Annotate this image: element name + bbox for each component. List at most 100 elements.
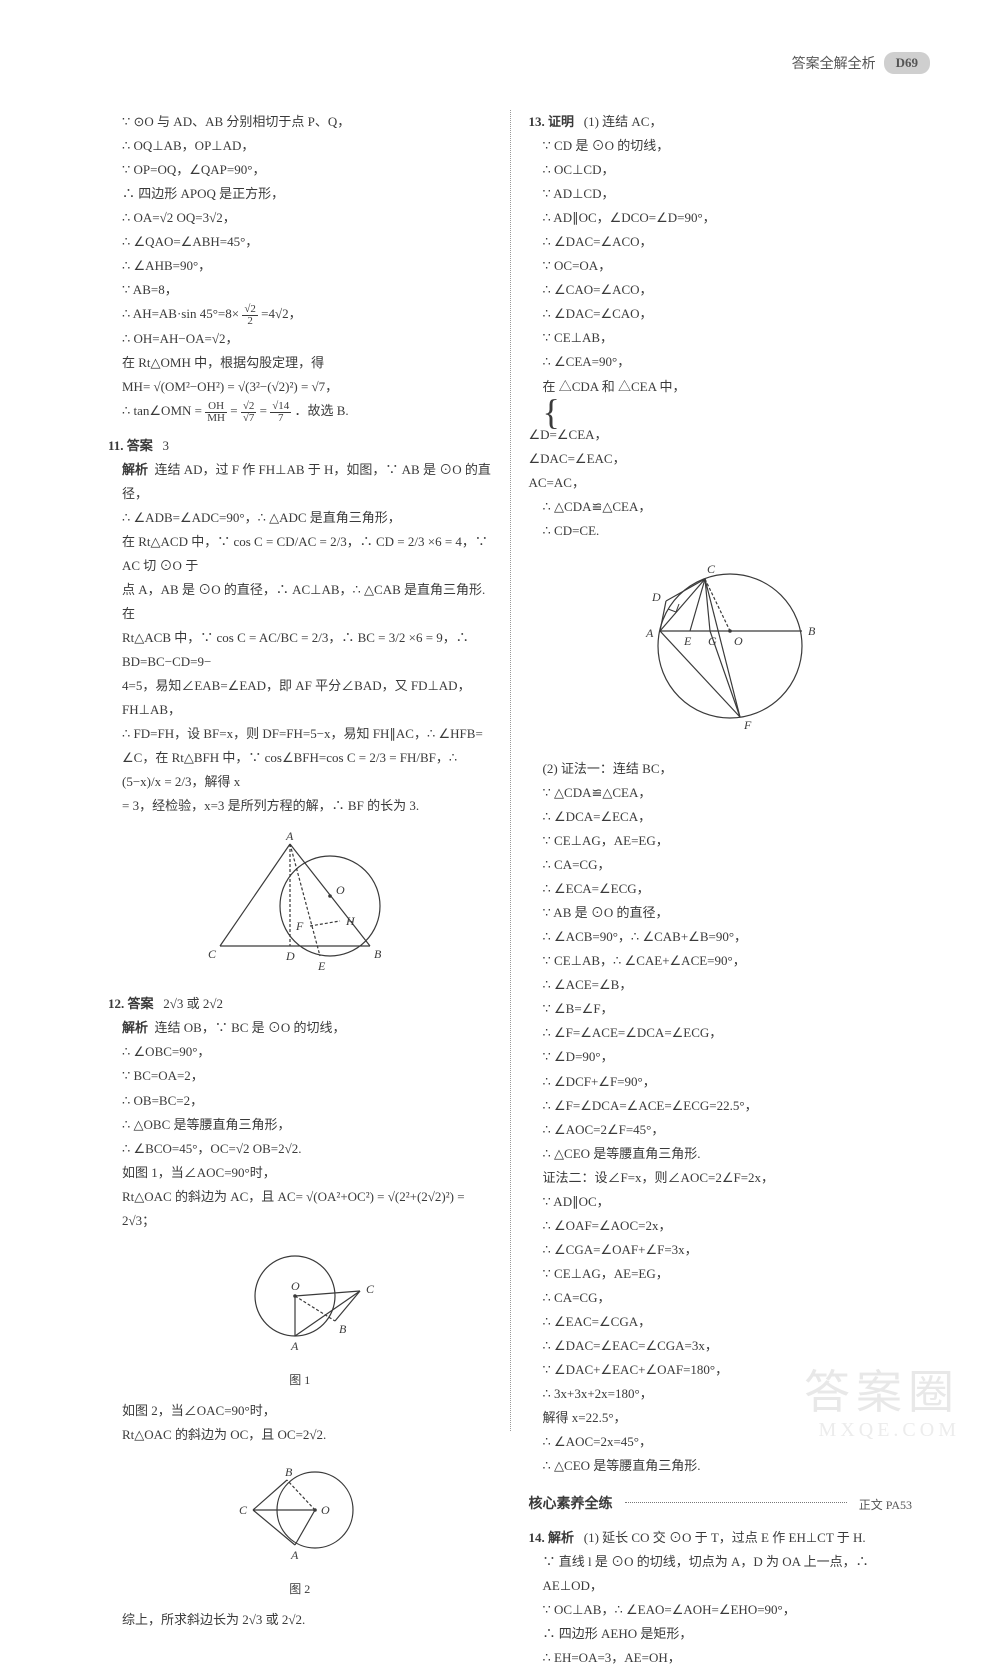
figure-q12-1: OABC 图 1 — [108, 1241, 492, 1391]
proof-part2: (2) 证法一：连结 BC， — [529, 757, 913, 781]
figure-q13: ABCDEGOF — [529, 551, 913, 749]
math-line: ∴ ∠EAC=∠CGA， — [529, 1310, 913, 1334]
explanation-label: 解析 连结 AD，过 F 作 FH⊥AB 于 H，如图，∵ AB 是 ⊙O 的直… — [108, 458, 492, 506]
svg-text:F: F — [743, 718, 752, 732]
math-line: ∠C，在 Rt△BFH 中，∵ cos∠BFH=cos C = 2/3 = FH… — [108, 746, 492, 794]
svg-text:C: C — [707, 562, 716, 576]
svg-text:E: E — [683, 634, 692, 648]
svg-text:D: D — [651, 590, 661, 604]
math-line: ∴ ∠CAO=∠ACO， — [529, 278, 913, 302]
content-columns: ∵ ⊙O 与 AD、AB 分别相切于点 P、Q，∴ OQ⊥AB，OP⊥AD，∵ … — [90, 110, 930, 1431]
math-line: ∵ CE⊥AG，AE=EG， — [529, 829, 913, 853]
math-line: ∴ ∠F=∠ACE=∠DCA=∠ECG， — [529, 1021, 913, 1045]
question-14: 14. 解析 (1) 延长 CO 交 ⊙O 于 T，过点 E 作 EH⊥CT 于… — [529, 1526, 913, 1550]
math-line: ∴ 3x+3x+2x=180°， — [529, 1382, 913, 1406]
math-line: ∴ 四边形 AEHO 是矩形， — [529, 1622, 913, 1646]
math-line: ∵ AD⊥CD， — [529, 182, 913, 206]
dotted-leader — [625, 1502, 847, 1503]
math-line: 在 Rt△ACD 中，∵ cos C = CD/AC = 2/3，∴ CD = … — [108, 530, 492, 578]
math-line: ∵ CE⊥AB，∴ ∠CAE+∠ACE=90°， — [529, 949, 913, 973]
svg-text:B: B — [339, 1322, 347, 1336]
svg-text:A: A — [290, 1339, 299, 1353]
page-header: 答案全解全析 D69 — [792, 52, 930, 74]
math-line: 在 △CDA 和 △CEA 中， — [529, 375, 913, 399]
question-12: 12. 答案 2√3 或 2√2 — [108, 992, 492, 1016]
math-line: ∵ OP=OQ，∠QAP=90°， — [108, 158, 492, 182]
math-line: Rt△OAC 的斜边为 OC，且 OC=2√2. — [108, 1423, 492, 1447]
math-line: ∴ ∠OAF=∠AOC=2x， — [529, 1214, 913, 1238]
math-line: ∴ AD∥OC，∠DCO=∠D=90°， — [529, 206, 913, 230]
svg-text:O: O — [336, 883, 345, 897]
svg-text:B: B — [374, 947, 382, 961]
math-line: ∴ ∠BCO=45°，OC=√2 OB=2√2. — [108, 1137, 492, 1161]
math-line: ∵ AD∥OC， — [529, 1190, 913, 1214]
math-line: ∴ OC⊥CD， — [529, 158, 913, 182]
svg-text:C: C — [239, 1503, 248, 1517]
math-line: ∴ OB=BC=2， — [108, 1089, 492, 1113]
math-line: ∴ ∠DAC=∠ACO， — [529, 230, 913, 254]
math-line: ∴ EH=OA=3，AE=OH， — [529, 1646, 913, 1670]
math-line: ∴ ∠AHB=90°， — [108, 254, 492, 278]
math-line: 4=5，易知∠EAB=∠EAD，即 AF 平分∠BAD，又 FD⊥AD，FH⊥A… — [108, 674, 492, 722]
question-11: 11. 答案 3 — [108, 434, 492, 458]
math-line: 点 A，AB 是 ⊙O 的直径，∴ AC⊥AB，∴ △CAB 是直角三角形. 在 — [108, 578, 492, 626]
math-line: ∴ △OBC 是等腰直角三角形， — [108, 1113, 492, 1137]
math-line: ∴ ∠CEA=90°， — [529, 350, 913, 374]
math-line: ∵ ∠B=∠F， — [529, 997, 913, 1021]
math-line: ∵ 直线 l 是 ⊙O 的切线，切点为 A，D 为 OA 上一点，∴ AE⊥OD… — [529, 1550, 913, 1598]
math-line: ∴ △CEO 是等腰直角三角形. — [529, 1142, 913, 1166]
math-line: ∵ ⊙O 与 AD、AB 分别相切于点 P、Q， — [108, 110, 492, 134]
math-line: ∵ CE⊥AG，AE=EG， — [529, 1262, 913, 1286]
math-line: = 3，经检验，x=3 是所列方程的解，∴ BF 的长为 3. — [108, 794, 492, 818]
math-line: ∴ ∠ECA=∠ECG， — [529, 877, 913, 901]
math-line: ∴ ∠AOC=2x=45°， — [529, 1430, 913, 1454]
fraction: √2√7 — [241, 401, 257, 424]
math-line: ∴ AH=AB·sin 45°=8× √22 =4√2， — [108, 302, 492, 327]
math-line: ∵ CE⊥AB， — [529, 326, 913, 350]
fraction: OHMH — [205, 401, 227, 424]
math-line: ∵ ∠DAC+∠EAC+∠OAF=180°， — [529, 1358, 913, 1382]
math-line: ∴ CA=CG， — [529, 1286, 913, 1310]
math-line: ∴ ∠ACB=90°，∴ ∠CAB+∠B=90°， — [529, 925, 913, 949]
svg-text:C: C — [366, 1282, 375, 1296]
svg-text:O: O — [734, 634, 743, 648]
math-line: ∴ ∠DAC=∠CAO， — [529, 302, 913, 326]
math-line: 证法二：设∠F=x，则∠AOC=2∠F=2x， — [529, 1166, 913, 1190]
math-line: ∴ ∠F=∠DCA=∠ACE=∠ECG=22.5°， — [529, 1094, 913, 1118]
math-line: ∵ CD 是 ⊙O 的切线， — [529, 134, 913, 158]
svg-text:A: A — [290, 1548, 299, 1562]
header-title: 答案全解全析 — [792, 53, 876, 73]
math-line: ∴ ∠ACE=∠B， — [529, 973, 913, 997]
math-line: ∵ ∠D=90°， — [529, 1045, 913, 1069]
svg-text:A: A — [285, 829, 294, 843]
math-line: ∵ BC=OA=2， — [108, 1064, 492, 1088]
section-header: 核心素养全练 正文 PA53 — [529, 1492, 913, 1518]
left-column: ∵ ⊙O 与 AD、AB 分别相切于点 P、Q，∴ OQ⊥AB，OP⊥AD，∵ … — [90, 110, 511, 1431]
math-line: 在 Rt△OMH 中，根据勾股定理，得 — [108, 351, 492, 375]
math-line: 如图 2，当∠OAC=90°时， — [108, 1399, 492, 1423]
math-line: ∵ AB 是 ⊙O 的直径， — [529, 901, 913, 925]
page-number-badge: D69 — [884, 52, 930, 74]
fraction: √147 — [270, 401, 291, 424]
math-line: ∴ 四边形 APOQ 是正方形， — [108, 182, 492, 206]
svg-text:C: C — [208, 947, 217, 961]
svg-text:O: O — [321, 1503, 330, 1517]
fraction: √22 — [242, 304, 258, 327]
math-line: ∴ ∠ADB=∠ADC=90°，∴ △ADC 是直角三角形， — [108, 506, 492, 530]
math-line: Rt△ACB 中，∵ cos C = AC/BC = 2/3，∴ BC = 3/… — [108, 626, 492, 674]
math-line: ∴ FD=FH，设 BF=x，则 DF=FH=5−x，易知 FH∥AC，∴ ∠H… — [108, 722, 492, 746]
math-line: Rt△OAC 的斜边为 AC，且 AC= √(OA²+OC²) = √(2²+(… — [108, 1185, 492, 1233]
right-column: 13. 证明 (1) 连结 AC， ∵ CD 是 ⊙O 的切线，∴ OC⊥CD，… — [511, 110, 931, 1431]
math-line: ∴ OQ⊥AB，OP⊥AD， — [108, 134, 492, 158]
math-line: 解得 x=22.5°， — [529, 1406, 913, 1430]
math-line: ∵ △CDA≌△CEA， — [529, 781, 913, 805]
math-line: ∴ CD=CE. — [529, 519, 913, 543]
math-line: ∵ OC=OA， — [529, 254, 913, 278]
svg-text:A: A — [645, 626, 654, 640]
svg-text:O: O — [291, 1279, 300, 1293]
math-line: MH= √(OM²−OH²) = √(3²−(√2)²) = √7， — [108, 375, 492, 399]
math-line: ∴ OA=√2 OQ=3√2， — [108, 206, 492, 230]
svg-text:E: E — [317, 959, 326, 973]
equation-system: { — [529, 399, 913, 423]
math-line: ∴ ∠DCF+∠F=90°， — [529, 1070, 913, 1094]
